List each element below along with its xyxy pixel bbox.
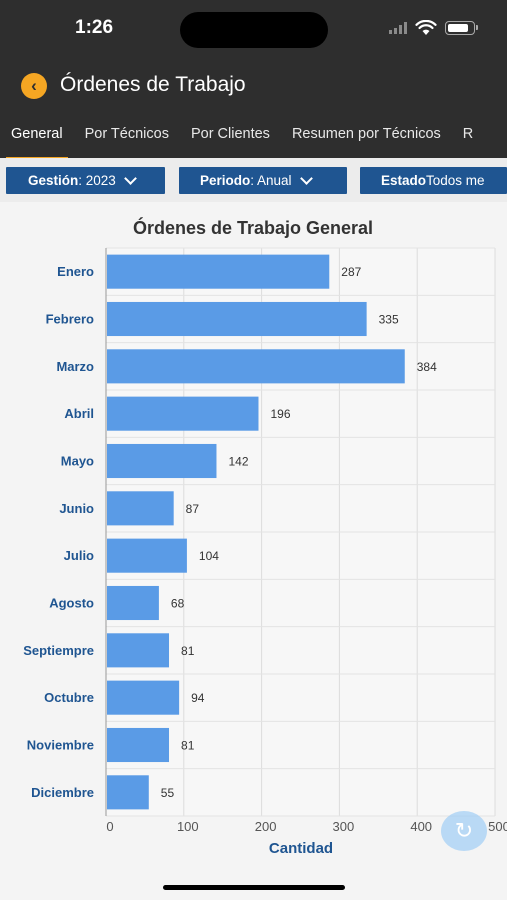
data-label: 142 [228, 455, 248, 469]
bar [107, 349, 405, 384]
bar [107, 254, 330, 289]
dynamic-island [180, 12, 328, 48]
bar-chart: Órdenes de Trabajo General Enero 287 Febrer… [23, 217, 507, 857]
signal-icon [389, 22, 407, 34]
chevron-left-icon: ‹ [31, 76, 37, 95]
tab-bar: General Por Técnicos Por Clientes Resume… [0, 118, 484, 160]
data-label: 104 [199, 549, 219, 563]
home-indicator [163, 885, 345, 890]
x-tick-label: 500 [488, 819, 507, 834]
data-label: 81 [181, 644, 195, 658]
bar [107, 443, 217, 479]
category-label: Octubre [44, 690, 94, 705]
tab-por-clientes[interactable]: Por Clientes [190, 126, 270, 142]
gestion-filter-value: : 2023 [78, 173, 116, 188]
periodo-filter[interactable]: Periodo : Anual [179, 167, 347, 194]
status-icons [389, 20, 478, 36]
bar [107, 538, 187, 573]
tab-por-tecnicos[interactable]: Por Técnicos [84, 126, 169, 142]
x-axis-title: Cantidad [269, 840, 333, 857]
data-label: 384 [417, 360, 437, 374]
bar [107, 491, 174, 526]
category-label: Junio [59, 501, 94, 516]
x-tick-label: 200 [255, 819, 277, 834]
bar [107, 633, 170, 668]
refresh-button[interactable]: ↻ [441, 811, 487, 851]
back-button[interactable]: ‹ [21, 73, 47, 99]
battery-icon [445, 21, 478, 35]
chevron-down-icon [123, 172, 137, 185]
data-label: 287 [341, 265, 361, 279]
filter-bar: Gestión : 2023 Periodo : Anual Estado To… [0, 158, 507, 202]
x-tick-label: 0 [106, 819, 113, 834]
category-label: Septiempre [23, 643, 94, 658]
data-label: 87 [186, 502, 200, 516]
data-label: 55 [161, 786, 175, 800]
category-label: Mayo [61, 454, 94, 469]
chart-title: Órdenes de Trabajo General [133, 217, 373, 238]
estado-filter-value: Todos me [426, 173, 485, 188]
refresh-icon: ↻ [454, 818, 474, 843]
bar [107, 396, 259, 431]
bar [107, 727, 170, 763]
data-label: 94 [191, 691, 205, 705]
x-tick-label: 400 [410, 819, 432, 834]
periodo-filter-label: Periodo [200, 173, 251, 188]
top-app-bar: 1:26 ‹ Órdenes de Trabajo General Por Té… [0, 0, 507, 160]
tab-resumen-por-tecnicos[interactable]: Resumen por Técnicos [291, 126, 441, 142]
category-label: Enero [57, 264, 94, 279]
chart-container: Órdenes de Trabajo General Enero 287 Febrer… [0, 202, 507, 882]
bar [107, 680, 180, 715]
gestion-filter[interactable]: Gestión : 2023 [6, 167, 165, 194]
category-label: Agosto [49, 596, 94, 611]
category-label: Marzo [56, 359, 94, 374]
data-label: 335 [379, 313, 399, 327]
x-tick-label: 100 [177, 819, 199, 834]
status-time: 1:26 [75, 17, 114, 38]
category-label: Diciembre [31, 785, 94, 800]
bar [107, 775, 149, 810]
category-label: Abril [64, 406, 94, 421]
x-tick-label: 300 [333, 819, 355, 834]
gestion-filter-label: Gestión [28, 173, 79, 188]
tab-general[interactable]: General [0, 118, 74, 160]
category-label: Febrero [46, 312, 94, 327]
estado-filter[interactable]: Estado Todos me [360, 167, 507, 194]
tab-more[interactable]: R [462, 126, 474, 142]
bar [107, 585, 159, 621]
estado-filter-label: Estado [381, 173, 427, 188]
data-label: 81 [181, 739, 195, 753]
periodo-filter-value: : Anual [250, 173, 292, 188]
bar [107, 301, 367, 337]
data-label: 68 [171, 597, 185, 611]
category-label: Julio [64, 548, 94, 563]
chevron-down-icon [299, 172, 313, 185]
data-label: 196 [270, 407, 290, 421]
category-label: Noviembre [27, 738, 94, 753]
page-title: Órdenes de Trabajo [60, 73, 246, 96]
wifi-icon [415, 20, 437, 35]
